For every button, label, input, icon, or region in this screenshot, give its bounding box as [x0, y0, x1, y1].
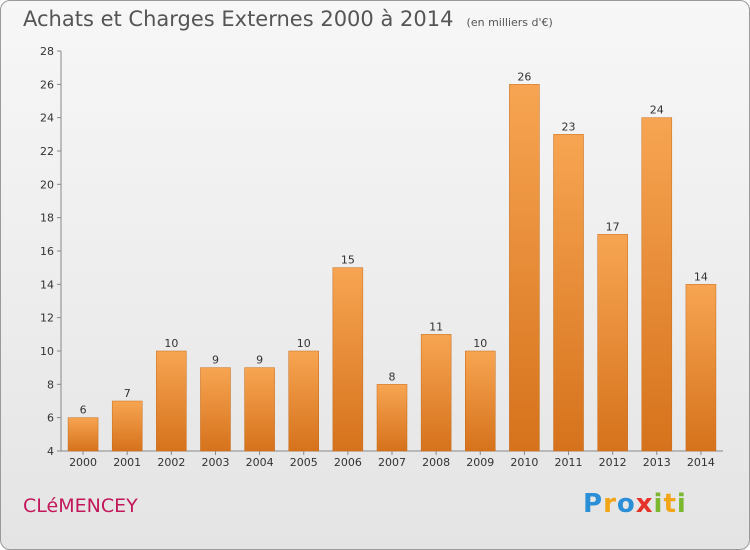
- y-tick-label: 24: [40, 112, 54, 125]
- y-tick-label: 16: [40, 245, 54, 258]
- bar-value-label: 10: [164, 337, 178, 350]
- x-axis: 2000 2001 2002 2003 2004 2005 2006 2007 2008 2009…: [61, 450, 723, 469]
- y-tick-label: 22: [40, 145, 54, 158]
- bar: [553, 134, 584, 452]
- commune-name: CLéMENCEY: [23, 495, 138, 517]
- x-tick-label: 2014: [687, 456, 715, 469]
- logo-letter: i: [653, 489, 664, 519]
- x-tick-label: 2000: [69, 456, 97, 469]
- x-tick-label: 2005: [290, 456, 318, 469]
- chart-title: Achats et Charges Externes 2000 à 2014: [23, 7, 454, 31]
- bar: [332, 267, 364, 452]
- y-tick-label: 8: [47, 378, 54, 391]
- logo-letter: o: [616, 489, 636, 519]
- x-tick-label: 2007: [378, 456, 406, 469]
- y-tick-label: 4: [47, 445, 54, 458]
- bar-value-label: 17: [606, 220, 620, 233]
- bar-value-label: 26: [517, 70, 531, 83]
- bar-value-label: 10: [473, 337, 487, 350]
- bar: [641, 117, 673, 452]
- bar-value-label: 9: [256, 354, 263, 367]
- logo-letter: i: [676, 489, 687, 519]
- x-tick-label: 2010: [510, 456, 538, 469]
- x-tick-label: 2013: [643, 456, 671, 469]
- x-tick-label: 2009: [466, 456, 494, 469]
- bar: [420, 334, 452, 452]
- x-tick-label: 2012: [599, 456, 627, 469]
- x-tick-label: 2011: [555, 456, 583, 469]
- bar: [376, 384, 408, 452]
- bar-value-label: 11: [429, 320, 443, 333]
- bar-value-label: 9: [212, 354, 219, 367]
- bar: [111, 400, 143, 452]
- title-row: Achats et Charges Externes 2000 à 2014 (…: [23, 7, 553, 31]
- x-tick-label: 2002: [157, 456, 185, 469]
- bar: [288, 350, 319, 452]
- bar: [200, 367, 231, 452]
- y-tick-label: 26: [40, 78, 54, 91]
- y-tick-label: 10: [40, 345, 54, 358]
- logo-letter: P: [583, 489, 604, 519]
- logo-letter: t: [663, 489, 677, 519]
- y-tick-label: 14: [40, 278, 54, 291]
- bar-value-label: 8: [389, 370, 396, 383]
- chart-unit: (en milliers d'€): [466, 16, 553, 29]
- bar-value-label: 10: [297, 337, 311, 350]
- bar-value-label: 7: [124, 387, 131, 400]
- y-tick-label: 20: [40, 178, 54, 191]
- bar: [67, 417, 99, 452]
- bar: [597, 234, 628, 452]
- logo-letter: x: [635, 489, 654, 519]
- y-tick-label: 18: [40, 212, 54, 225]
- bar: [465, 350, 496, 452]
- x-tick-label: 2006: [334, 456, 362, 469]
- bars: [67, 84, 717, 452]
- x-tick-label: 2004: [246, 456, 274, 469]
- logo-letter: r: [603, 489, 617, 519]
- bar-value-label: 6: [80, 404, 87, 417]
- bar-value-label: 15: [341, 254, 355, 267]
- value-labels: 6 7 10 9 9 10 15 8 11 10 26 23 17 24 14: [80, 70, 708, 416]
- y-tick-label: 6: [47, 412, 54, 425]
- x-tick-label: 2008: [422, 456, 450, 469]
- bar-value-label: 24: [650, 104, 664, 117]
- bar-value-label: 23: [562, 120, 576, 133]
- x-tick-label: 2003: [201, 456, 229, 469]
- bar: [685, 284, 717, 452]
- bar: [509, 84, 540, 452]
- y-axis: 4 6 8 10 12 14 16 18 20 22 24 26 28: [40, 45, 62, 458]
- y-tick-label: 12: [40, 312, 54, 325]
- bar: [244, 367, 275, 452]
- x-tick-label: 2001: [113, 456, 141, 469]
- bar-value-label: 14: [694, 270, 708, 283]
- proxiti-logo: Proxiti: [583, 489, 687, 519]
- bar: [156, 350, 187, 452]
- y-tick-label: 28: [40, 45, 54, 58]
